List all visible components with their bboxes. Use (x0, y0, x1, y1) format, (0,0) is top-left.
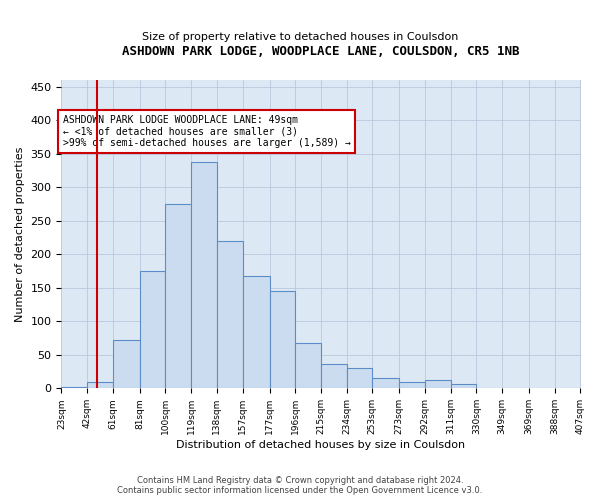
Bar (321, 364, 347, 388)
Bar (451, 384, 476, 388)
Bar (242, 276, 269, 388)
Text: Size of property relative to detached houses in Coulsdon: Size of property relative to detached ho… (142, 32, 458, 42)
X-axis label: Distribution of detached houses by size in Coulsdon: Distribution of detached houses by size … (176, 440, 466, 450)
Bar (166, 204, 191, 388)
Bar (217, 241, 242, 388)
Bar (191, 162, 217, 388)
Title: ASHDOWN PARK LODGE, WOODPLACE LANE, COULSDON, CR5 1NB: ASHDOWN PARK LODGE, WOODPLACE LANE, COUL… (122, 45, 520, 58)
Bar (425, 380, 451, 388)
Bar (61, 387, 87, 388)
Text: Contains HM Land Registry data © Crown copyright and database right 2024.
Contai: Contains HM Land Registry data © Crown c… (118, 476, 482, 495)
Bar (347, 368, 373, 388)
Y-axis label: Number of detached properties: Number of detached properties (15, 146, 25, 322)
Bar (140, 271, 166, 388)
Bar (87, 382, 113, 388)
Text: ASHDOWN PARK LODGE WOODPLACE LANE: 49sqm
← <1% of detached houses are smaller (3: ASHDOWN PARK LODGE WOODPLACE LANE: 49sqm… (63, 115, 350, 148)
Bar (295, 343, 321, 388)
Bar (400, 382, 425, 388)
Bar (373, 378, 400, 388)
Bar (113, 340, 140, 388)
Bar (269, 291, 295, 388)
